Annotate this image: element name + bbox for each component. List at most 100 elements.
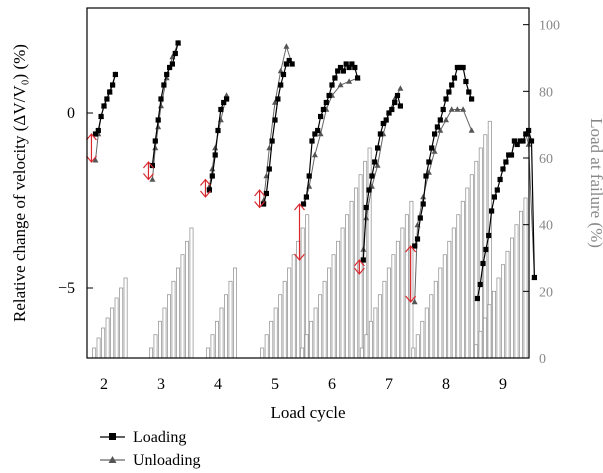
load-bar [382,280,387,359]
load-bar [223,294,228,359]
unloading-point [283,43,290,49]
loading-point [446,89,452,95]
unloading-point [92,157,99,163]
loading-point [463,78,469,85]
loading-point [312,131,318,137]
load-bar [336,240,341,359]
load-bar [175,267,180,359]
load-bar [420,320,425,359]
load-bar [205,347,210,359]
load-bar [460,200,465,359]
loading-point [434,124,440,130]
load-bar [509,237,514,359]
load-bar [404,214,409,359]
y-right-tick-label: 60 [539,152,553,167]
loading-marker-icon [109,433,116,440]
load-bar [110,307,115,359]
loading-point [489,208,495,214]
load-bar [264,334,269,359]
legend-entry-loading: Loading [100,429,186,446]
load-bar [228,280,233,359]
loading-point [286,57,292,64]
load-bar [189,227,194,359]
loading-point [380,120,386,127]
loading-point [514,141,520,148]
x-tick-label: 9 [499,376,507,393]
loading-point [278,82,284,88]
load-bar [415,334,420,359]
load-bar [523,197,528,359]
load-bar [349,200,354,359]
unloading-point [374,162,381,168]
load-bar [429,294,434,359]
unloading-point [272,99,278,105]
loading-point [275,96,281,102]
load-bar [400,227,405,359]
unloading-point [454,106,461,112]
x-tick-label: 5 [271,376,279,393]
load-bar [327,267,332,359]
loading-point [460,64,466,71]
loading-point [149,162,155,169]
arrow-head-bottom [199,190,211,198]
loading-point [92,131,99,137]
arrow-head-bottom [405,295,417,303]
load-bar [300,227,305,359]
unloading-point [277,67,284,74]
load-bar [219,307,224,359]
arrow-head-top [294,203,305,211]
loading-point [383,117,389,123]
load-bar [166,294,171,359]
loading-point [491,194,497,200]
loading-point [215,127,221,134]
load-bar [487,304,492,359]
loading-point [497,176,503,183]
cycle-4 [199,92,237,359]
loading-point [169,61,175,67]
loading-point [261,201,267,207]
load-bar [505,250,510,359]
unloading-point [468,127,475,133]
loading-point [517,138,523,144]
load-bar [373,307,378,359]
load-bar [447,240,452,359]
unloading-point [311,151,318,158]
load-bar [469,174,474,359]
load-bar [184,240,189,359]
unloading-point [411,298,418,305]
load-bar [500,264,505,359]
x-tick-label: 6 [328,376,336,393]
load-bar [478,147,483,359]
load-bar [260,347,265,359]
load-bar [442,254,447,359]
load-bar [491,290,496,359]
loading-point [520,138,526,144]
loading-point [221,99,227,106]
load-bar [451,227,456,359]
loading-point [315,127,321,134]
loading-point [420,201,426,207]
load-bar [273,307,278,359]
cycle-2 [85,71,128,359]
loading-point [386,110,392,116]
load-bar [148,347,153,359]
loading-point [95,127,101,134]
loading-point [508,152,515,158]
unloading-point [397,85,404,91]
loading-point [451,75,458,81]
arrow-head-top [405,245,417,253]
loading-point [440,106,446,113]
loading-point [486,232,492,239]
x-tick-label: 2 [100,376,108,393]
loading-point [511,138,517,144]
loading-point [161,82,167,88]
loading-point [212,152,218,158]
cycle-5 [254,43,310,359]
load-bar [386,267,391,359]
load-bar [478,330,483,359]
load-bar [340,227,345,359]
loading-point [326,92,332,99]
load-bar [331,254,336,359]
loading-point [272,117,278,123]
